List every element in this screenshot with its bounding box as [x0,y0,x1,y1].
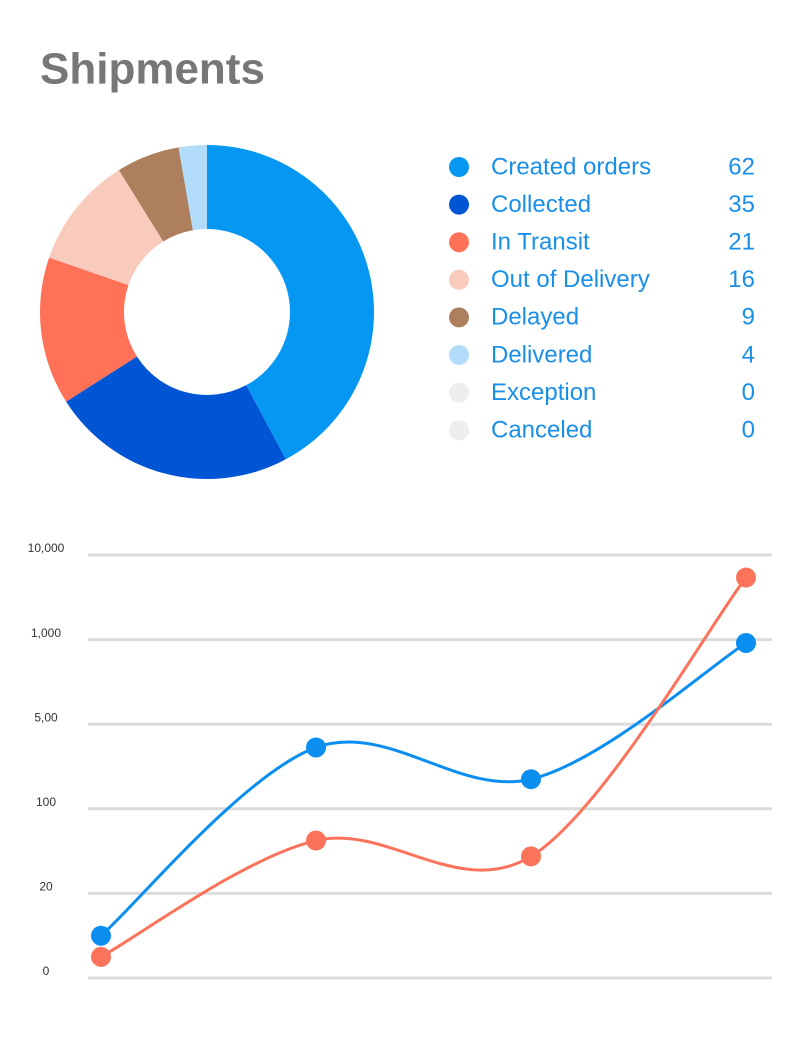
page-title: Shipments [40,45,265,94]
legend-value: 4 [742,341,755,368]
legend-value: 21 [728,229,755,256]
legend-label: Canceled [491,417,592,444]
data-point [736,632,756,653]
data-point [91,925,111,946]
legend-dot [449,307,469,328]
data-point [521,846,541,867]
donut-slice [178,145,207,231]
legend-value: 0 [742,379,755,406]
donut-slice [40,257,137,402]
legend-label: Exception [491,379,596,406]
donut-slice [66,356,286,479]
legend-dot [449,345,469,365]
legend-dot [449,157,469,177]
donut-slice [118,147,193,242]
legend-dot [449,382,469,403]
legend-label: Delayed [491,304,579,331]
series-line [100,576,748,959]
data-point [521,769,541,790]
legend-dot [449,269,469,290]
legend-value: 35 [728,191,755,218]
legend-label: Out of Delivery [491,266,650,293]
legend-value: 16 [728,266,755,293]
legend-dot [449,420,469,441]
legend-dot [449,194,469,215]
donut-slice [49,170,164,286]
series-line [100,641,747,937]
legend-value: 9 [742,304,755,331]
data-point [306,830,326,851]
y-tick-label: 1,000 [31,626,61,640]
y-tick-label: 5,00 [34,710,58,724]
data-point [306,737,326,758]
y-tick-label: 10,000 [28,541,65,555]
y-tick-label: 20 [39,880,53,894]
data-point [736,567,756,588]
donut-slice [207,145,375,460]
legend-label: Delivered [491,341,592,368]
legend-label: Created orders [491,153,651,180]
legend-dot [449,232,469,253]
data-point [91,946,111,967]
y-tick-label: 0 [43,964,50,978]
legend-label: In Transit [491,229,590,256]
legend-label: Collected [491,191,591,218]
legend-value: 62 [728,153,755,180]
y-tick-label: 100 [36,795,56,809]
legend-value: 0 [742,417,755,444]
